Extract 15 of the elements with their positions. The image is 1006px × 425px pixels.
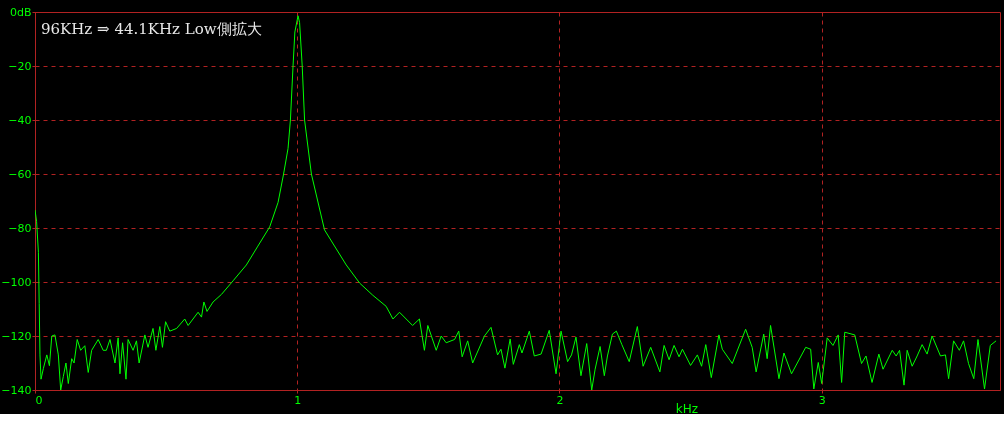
x-axis-title: kHz xyxy=(675,401,699,416)
y-tick-label: −100 xyxy=(1,275,32,289)
x-tick-label: 3 xyxy=(818,393,826,407)
y-tick-label: −60 xyxy=(8,167,32,181)
y-tick-label: −80 xyxy=(8,221,32,235)
y-tick-label: −120 xyxy=(1,329,32,343)
x-tick-label: 0 xyxy=(35,393,43,407)
y-tick-label: −20 xyxy=(8,59,32,73)
x-tick-label: 2 xyxy=(556,393,564,407)
text: 96KHz ⇒ 44.1KHz Low側拡大 xyxy=(41,20,262,38)
line-series xyxy=(35,15,997,390)
y-tick-label: −40 xyxy=(8,113,32,127)
x-tick-label: 1 xyxy=(294,393,302,407)
y-tick-label: 0dB xyxy=(9,5,32,19)
y-tick-label: −140 xyxy=(1,383,32,397)
